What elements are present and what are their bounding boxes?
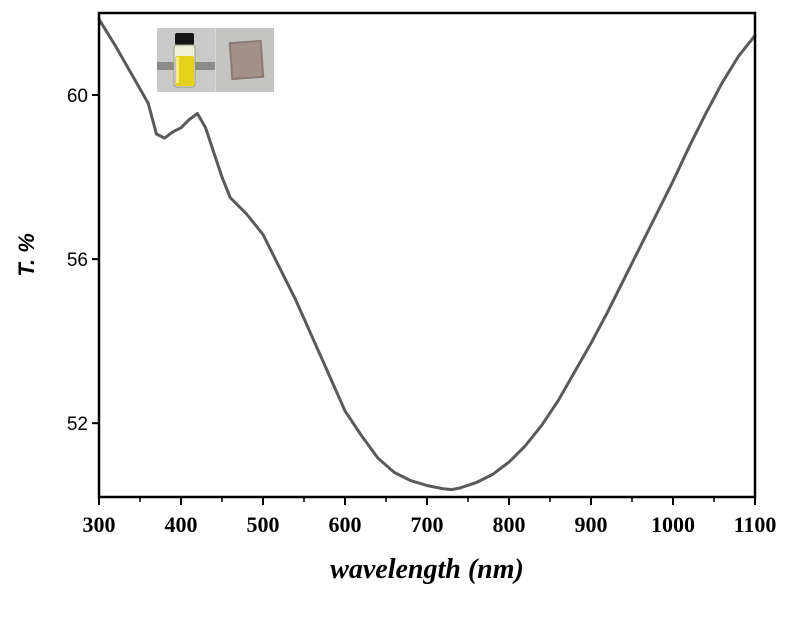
x-tick-label: 700 [411, 512, 444, 537]
vial-cap [175, 33, 194, 45]
x-axis: 300 400 500 600 700 800 900 1000 1100 [83, 497, 777, 537]
x-tick-label: 1000 [651, 512, 695, 537]
x-tick-label: 900 [575, 512, 608, 537]
x-tick-label: 1100 [734, 512, 777, 537]
y-tick-label: 60 [67, 86, 88, 107]
y-axis-label: T. % [14, 233, 39, 277]
x-tick-label: 400 [165, 512, 198, 537]
x-tick-label: 300 [83, 512, 116, 537]
vial-photo [157, 28, 215, 92]
film-photo [216, 28, 274, 92]
inset-photo [157, 28, 274, 92]
x-tick-label: 500 [247, 512, 280, 537]
y-tick-label: 52 [67, 414, 88, 435]
x-axis-label: wavelength (nm) [330, 554, 524, 585]
x-tick-label: 600 [329, 512, 362, 537]
y-tick-label: 56 [67, 250, 88, 271]
y-axis: 52 56 60 [67, 86, 99, 435]
yellow-solution [175, 56, 194, 86]
x-tick-label: 800 [493, 512, 526, 537]
transmittance-series-line [97, 17, 757, 492]
